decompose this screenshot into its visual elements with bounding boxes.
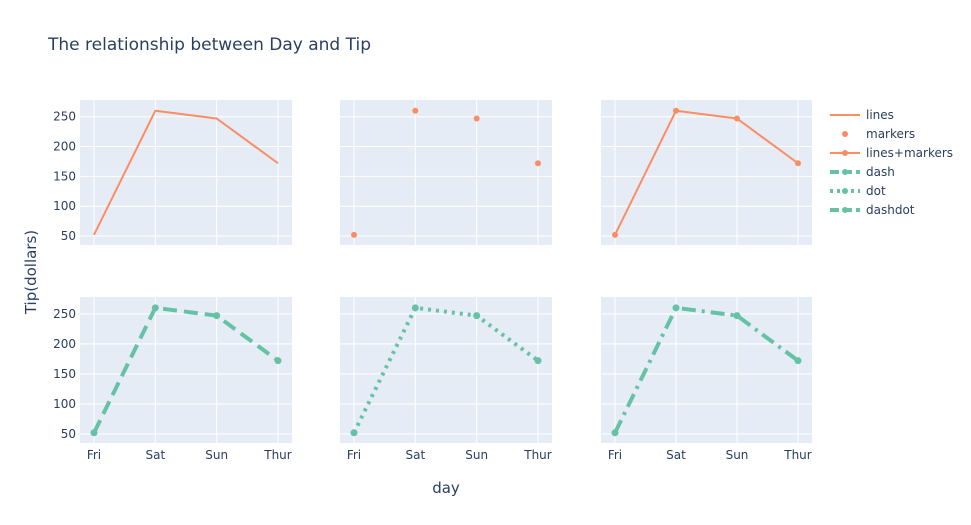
series-line-dot [352, 305, 540, 434]
plot-background [80, 100, 292, 245]
x-tick-label: Thur [263, 448, 292, 462]
series-line-lines+markers [614, 109, 799, 236]
legend-marker-lines+markers [842, 150, 848, 156]
series-line-dashdot [613, 305, 800, 434]
data-point [795, 160, 801, 167]
chart-title: The relationship between Day and Tip [47, 35, 371, 55]
data-point [151, 304, 159, 312]
y-tick-label: 50 [61, 427, 76, 441]
y-tick-label: 100 [53, 397, 76, 411]
plot-background [80, 297, 292, 443]
y-tick-label: 250 [53, 307, 76, 321]
legend-label-markers: markers [866, 127, 915, 141]
data-point [535, 160, 541, 167]
plot-background [340, 297, 552, 443]
x-tick-label: Fri [347, 448, 361, 462]
x-tick-label: Fri [87, 448, 101, 462]
legend-marker-dash [842, 169, 848, 175]
x-tick-label: Sun [205, 448, 228, 462]
y-tick-label: 150 [53, 367, 76, 381]
series-line-dash [92, 305, 280, 434]
series-line-lines [93, 109, 279, 236]
subplot-markers [340, 100, 552, 245]
data-point [412, 107, 419, 114]
x-tick-label: Sun [465, 448, 488, 462]
legend-item-dash: dash [830, 165, 895, 179]
legend-item-markers: markers [842, 127, 915, 141]
y-tick-label: 200 [53, 337, 76, 351]
legend-label-dashdot: dashdot [866, 203, 915, 217]
y-tick-label: 50 [61, 229, 76, 243]
legend-item-dashdot: dashdot [830, 203, 915, 217]
data-point [534, 357, 542, 365]
y-tick-label: 250 [53, 110, 76, 124]
legend-label-dot: dot [866, 184, 886, 198]
y-tick-label: 100 [53, 199, 76, 213]
y-tick-label: 150 [53, 169, 76, 183]
x-tick-label: Thur [783, 448, 812, 462]
legend-item-lines+markers: lines+markers [830, 146, 953, 160]
legend-label-lines: lines [866, 108, 894, 122]
subplot-dashdot: Fri Sat Sun Thur [601, 297, 812, 462]
legend-label-lines+markers: lines+markers [866, 146, 953, 160]
x-tick-label: Thur [523, 448, 552, 462]
legend-item-dot: dot [830, 184, 886, 198]
plot-background [601, 100, 812, 245]
data-point [411, 304, 419, 312]
data-point [350, 429, 358, 437]
legend-marker-dashdot [842, 207, 848, 213]
legend-item-lines: lines [830, 108, 894, 122]
plot-background [340, 100, 552, 245]
data-point [794, 357, 802, 365]
plot-background [601, 297, 812, 443]
subplot-dot: Fri Sat Sun Thur [340, 297, 552, 462]
data-point [672, 304, 680, 312]
subplot-lines: 50 100 150 200 250 [53, 100, 292, 245]
data-point [473, 312, 481, 320]
data-point [90, 429, 98, 437]
data-point [213, 312, 221, 320]
y-tick-label: 200 [53, 140, 76, 154]
subplot-lines+markers [601, 100, 812, 245]
x-tick-label: Sat [145, 448, 165, 462]
data-point [473, 115, 480, 122]
x-tick-label: Fri [608, 448, 622, 462]
y-axis-title: Tip(dollars) [22, 230, 40, 315]
data-point [351, 231, 357, 238]
data-point [733, 312, 741, 320]
data-point [612, 231, 618, 238]
data-point [734, 115, 740, 122]
x-axis-title: day [432, 479, 460, 497]
data-point [673, 107, 679, 114]
x-tick-label: Sat [405, 448, 425, 462]
subplot-dash: 50 100 150 200 250 Fri Sat Sun Thur [53, 297, 292, 462]
legend-marker-markers [842, 131, 848, 137]
x-tick-label: Sat [666, 448, 686, 462]
x-tick-label: Sun [726, 448, 749, 462]
legend-label-dash: dash [866, 165, 895, 179]
data-point [611, 429, 619, 437]
data-point [274, 357, 282, 365]
legend-marker-dot [842, 188, 848, 194]
